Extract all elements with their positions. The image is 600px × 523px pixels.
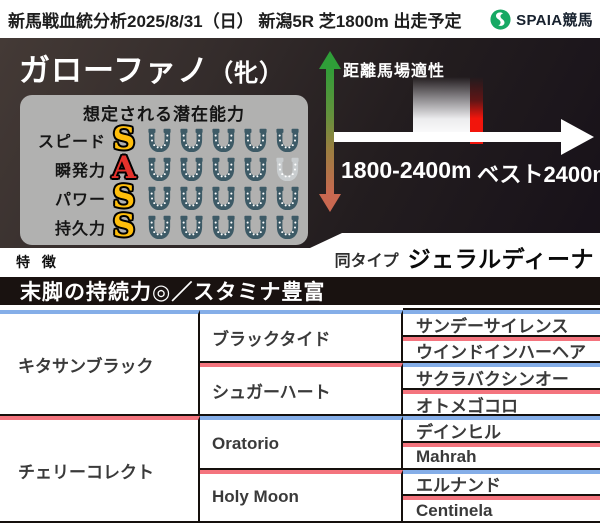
horseshoe-icon: [178, 157, 205, 181]
horseshoe-icon: [274, 128, 301, 152]
horseshoe-rating: [146, 215, 301, 239]
horseshoe-icon: [178, 186, 205, 210]
grade-letter: A: [111, 150, 137, 186]
horseshoe-icon: [210, 157, 237, 181]
pedigree-cell-sire-sire: ブラックタイド: [200, 310, 403, 364]
vertical-arrow-shaft: [326, 67, 334, 195]
pedigree-table: キタサンブラック ブラックタイド サンデーサイレンス ウインドインハーヘア シュ…: [0, 310, 600, 523]
horseshoe-rating: [146, 157, 301, 181]
pedigree-cell-dam: チェリーコレクト: [0, 416, 200, 523]
horseshoe-icon: [242, 157, 269, 181]
horseshoe-icon: [146, 128, 173, 152]
horseshoe-icon: [210, 186, 237, 210]
horseshoe-rating: [146, 128, 301, 152]
ability-row-power: パワー S: [20, 179, 308, 215]
horseshoe-icon: [146, 186, 173, 210]
grade-letter: S: [112, 208, 136, 244]
arrow-down-icon: [319, 194, 341, 212]
horseshoe-icon: [178, 128, 205, 152]
ability-row-speed: スピード S: [20, 121, 308, 157]
pedigree-cell: オトメゴコロ: [403, 389, 600, 417]
spaia-logo: SPAIA競馬: [489, 8, 593, 31]
horseshoe-icon: [146, 215, 173, 239]
grade-letter: S: [112, 121, 136, 157]
ability-label: 持久力: [54, 220, 106, 238]
feature-text: 末脚の持続力◎／スタミナ豊富: [20, 281, 326, 304]
ability-label: パワー: [54, 191, 106, 209]
arrow-right-icon: [561, 119, 594, 155]
ability-title: 想定される潜在能力: [83, 105, 245, 124]
pedigree-cell: サクラバクシンオー: [403, 363, 600, 390]
ability-label: 瞬発力: [54, 162, 106, 180]
horseshoe-icon: [146, 157, 173, 181]
ability-row-acceleration: 瞬発力 A: [20, 150, 308, 186]
horseshoe-icon: [210, 215, 237, 239]
distance-range-text: 1800-2400m: [341, 157, 472, 183]
hero-panel: ガローファノ（牝） 想定される潜在能力 スピード S 瞬発力 A: [0, 38, 600, 272]
horseshoe-rating: [146, 186, 301, 210]
pedigree-cell-sire: キタサンブラック: [0, 310, 200, 417]
race-title: 新馬戦血統分析2025/8/31（日） 新潟5R 芝1800m 出走予定: [8, 11, 462, 31]
ability-row-stamina: 持久力 S: [20, 208, 308, 244]
distance-range-block: [413, 77, 470, 137]
horseshoe-icon: [178, 215, 205, 239]
pedigree-cell: サンデーサイレンス: [403, 310, 600, 337]
spaia-logo-icon: [490, 8, 511, 30]
feature-bar: 末脚の持続力◎／スタミナ豊富: [0, 277, 600, 305]
horse-name-text: ガローファノ: [19, 53, 210, 88]
horseshoe-icon: [242, 128, 269, 152]
distance-axis-shaft: [334, 132, 563, 142]
pedigree-cell: デインヒル: [403, 416, 600, 444]
horseshoe-icon: [242, 215, 269, 239]
feature-label: 特 徴: [16, 254, 60, 270]
horse-name: ガローファノ（牝）: [19, 45, 284, 90]
horseshoe-icon: [274, 157, 301, 181]
slanted-white-band: [310, 233, 600, 248]
horse-sex: （牝）: [209, 60, 285, 87]
best-distance-marker: [470, 77, 483, 144]
pedigree-cell-dam-dam: Holy Moon: [200, 469, 403, 523]
top-bar: 新馬戦血統分析2025/8/31（日） 新潟5R 芝1800m 出走予定 SPA…: [0, 0, 600, 38]
ability-label: スピード: [37, 133, 106, 151]
spaia-logo-text: SPAIA競馬: [516, 11, 593, 29]
pedigree-cell: エルナンド: [403, 469, 600, 497]
same-type-label: 同タイプ: [334, 253, 399, 270]
ability-box: 想定される潜在能力 スピード S 瞬発力 A: [20, 95, 308, 245]
pedigree-cell-dam-sire: Oratorio: [200, 416, 403, 470]
arrow-up-icon: [319, 51, 341, 69]
aptitude-title: 距離馬場適性: [343, 63, 446, 80]
horseshoe-icon: [242, 186, 269, 210]
pedigree-cell: Mahrah: [403, 443, 600, 470]
horseshoe-icon: [274, 215, 301, 239]
same-type: 同タイプ ジェラルディーナ: [335, 240, 594, 274]
feature-header-row: 特 徴: [0, 248, 600, 277]
same-type-horse: ジェラルディーナ: [407, 246, 594, 272]
horseshoe-icon: [210, 128, 237, 152]
horseshoe-icon: [274, 186, 301, 210]
pedigree-cell: ウインドインハーヘア: [403, 336, 600, 364]
best-distance-text: ベスト2400m: [477, 162, 600, 187]
pedigree-cell: Centinela: [403, 496, 600, 523]
pedigree-cell-sire-dam: シュガーハート: [200, 363, 403, 417]
grade-letter: S: [112, 179, 136, 215]
